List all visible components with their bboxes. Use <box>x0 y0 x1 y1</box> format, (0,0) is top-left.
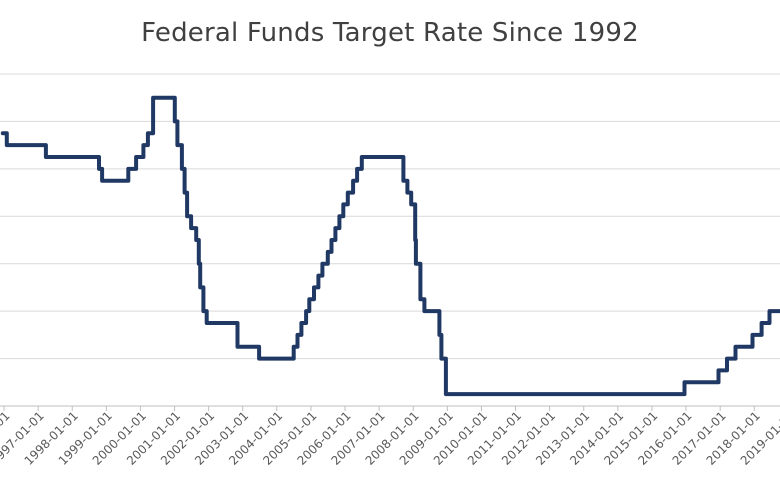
series-line <box>0 95 780 397</box>
x-axis: 1996-01-011997-01-011998-01-011999-01-01… <box>0 405 780 468</box>
series-layer <box>0 95 780 397</box>
gridlines <box>0 73 780 360</box>
chart-title: Federal Funds Target Rate Since 1992 <box>141 18 639 48</box>
